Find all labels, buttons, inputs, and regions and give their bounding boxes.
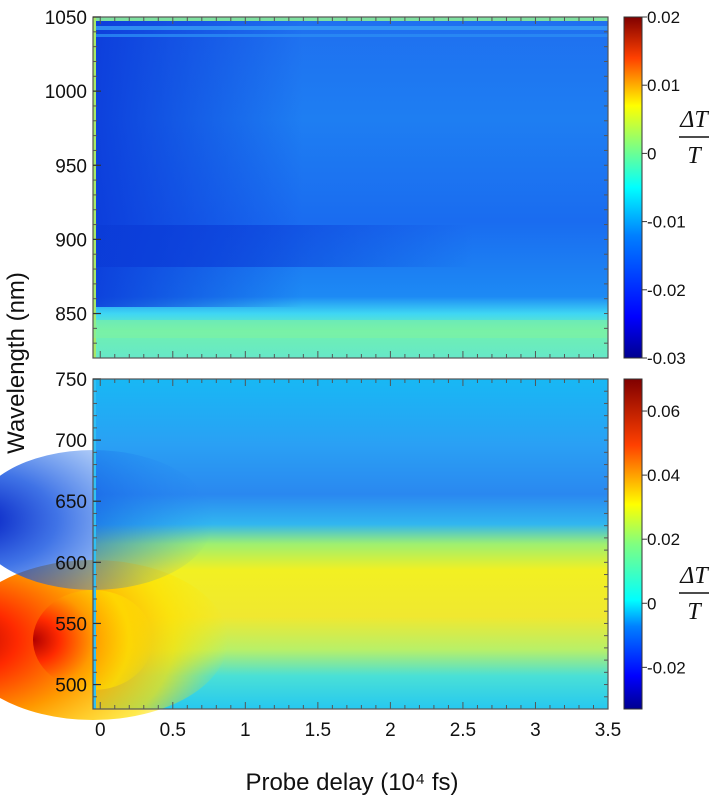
x-tick-label: 2 [385,720,396,741]
bottom-y-tick-label: 700 [55,431,87,452]
x-tick-label: 0.5 [160,720,186,741]
top-heatmap [93,17,608,358]
bottom-y-tick-label: 500 [55,676,87,697]
top-colorbar-label: ΔT T [679,107,709,169]
x-axis: 0 0.5 1 1.5 2 2.5 3 3.5 [95,720,621,741]
y-axis-title: Wavelength (nm) [3,272,30,454]
top-colorbar-label-denominator: T [687,143,702,169]
bottom-colorbar-tick-label: 0.02 [647,530,680,549]
bottom-colorbar-tick-label: -0.02 [647,658,686,677]
bottom-colorbar [623,378,643,710]
top-plot-frame [92,16,609,359]
top-y-tick-label: 1000 [45,82,87,103]
x-axis-title: Probe delay (10⁴ fs) [245,769,458,796]
x-tick-label: 0 [95,720,106,741]
top-colorbar-tick-label: 0.01 [647,76,680,95]
bottom-y-tick-label: 650 [55,492,87,513]
top-y-tick-label: 900 [55,230,87,251]
top-y-tick-label: 950 [55,156,87,177]
x-tick-label: 2.5 [450,720,476,741]
top-colorbar-tick-label: -0.02 [647,281,686,300]
bottom-plot-frame [92,378,609,710]
top-colorbar-tick-label: -0.03 [647,349,686,368]
x-tick-label: 1.5 [305,720,331,741]
bottom-colorbar-label-numerator: ΔT [679,563,709,589]
top-y-tick-label: 850 [55,305,87,326]
bottom-colorbar-label: ΔT T [679,563,709,625]
bottom-colorbar-tick-label: 0.04 [647,466,680,485]
bottom-y-tick-label: 600 [55,553,87,574]
x-tick-label: 1 [240,720,251,741]
top-colorbar-label-numerator: ΔT [679,107,709,133]
bottom-colorbar-tick-label: 0 [647,594,656,613]
bottom-colorbar-tick-label: 0.06 [647,402,680,421]
x-tick-label: 3 [530,720,541,741]
top-colorbar-tick-label: -0.01 [647,213,686,232]
bottom-colorbar-ticks: 0.06 0.04 0.02 0 -0.02 [642,402,686,677]
top-colorbar-ticks: 0.02 0.01 0 -0.01 -0.02 -0.03 [642,8,686,368]
x-tick-label: 3.5 [595,720,621,741]
bottom-colorbar-label-denominator: T [687,599,702,625]
bottom-y-tick-label: 550 [55,614,87,635]
top-y-tick-label: 1050 [45,8,87,29]
bottom-y-tick-label: 750 [55,370,87,391]
top-y-axis: 850 900 950 1000 1050 [45,8,609,359]
bottom-y-axis: 500 550 600 650 700 750 [55,370,609,710]
bottom-heatmap [0,379,608,720]
top-colorbar-tick-label: 0 [647,144,656,163]
top-colorbar [623,16,643,359]
top-colorbar-tick-label: 0.02 [647,8,680,27]
